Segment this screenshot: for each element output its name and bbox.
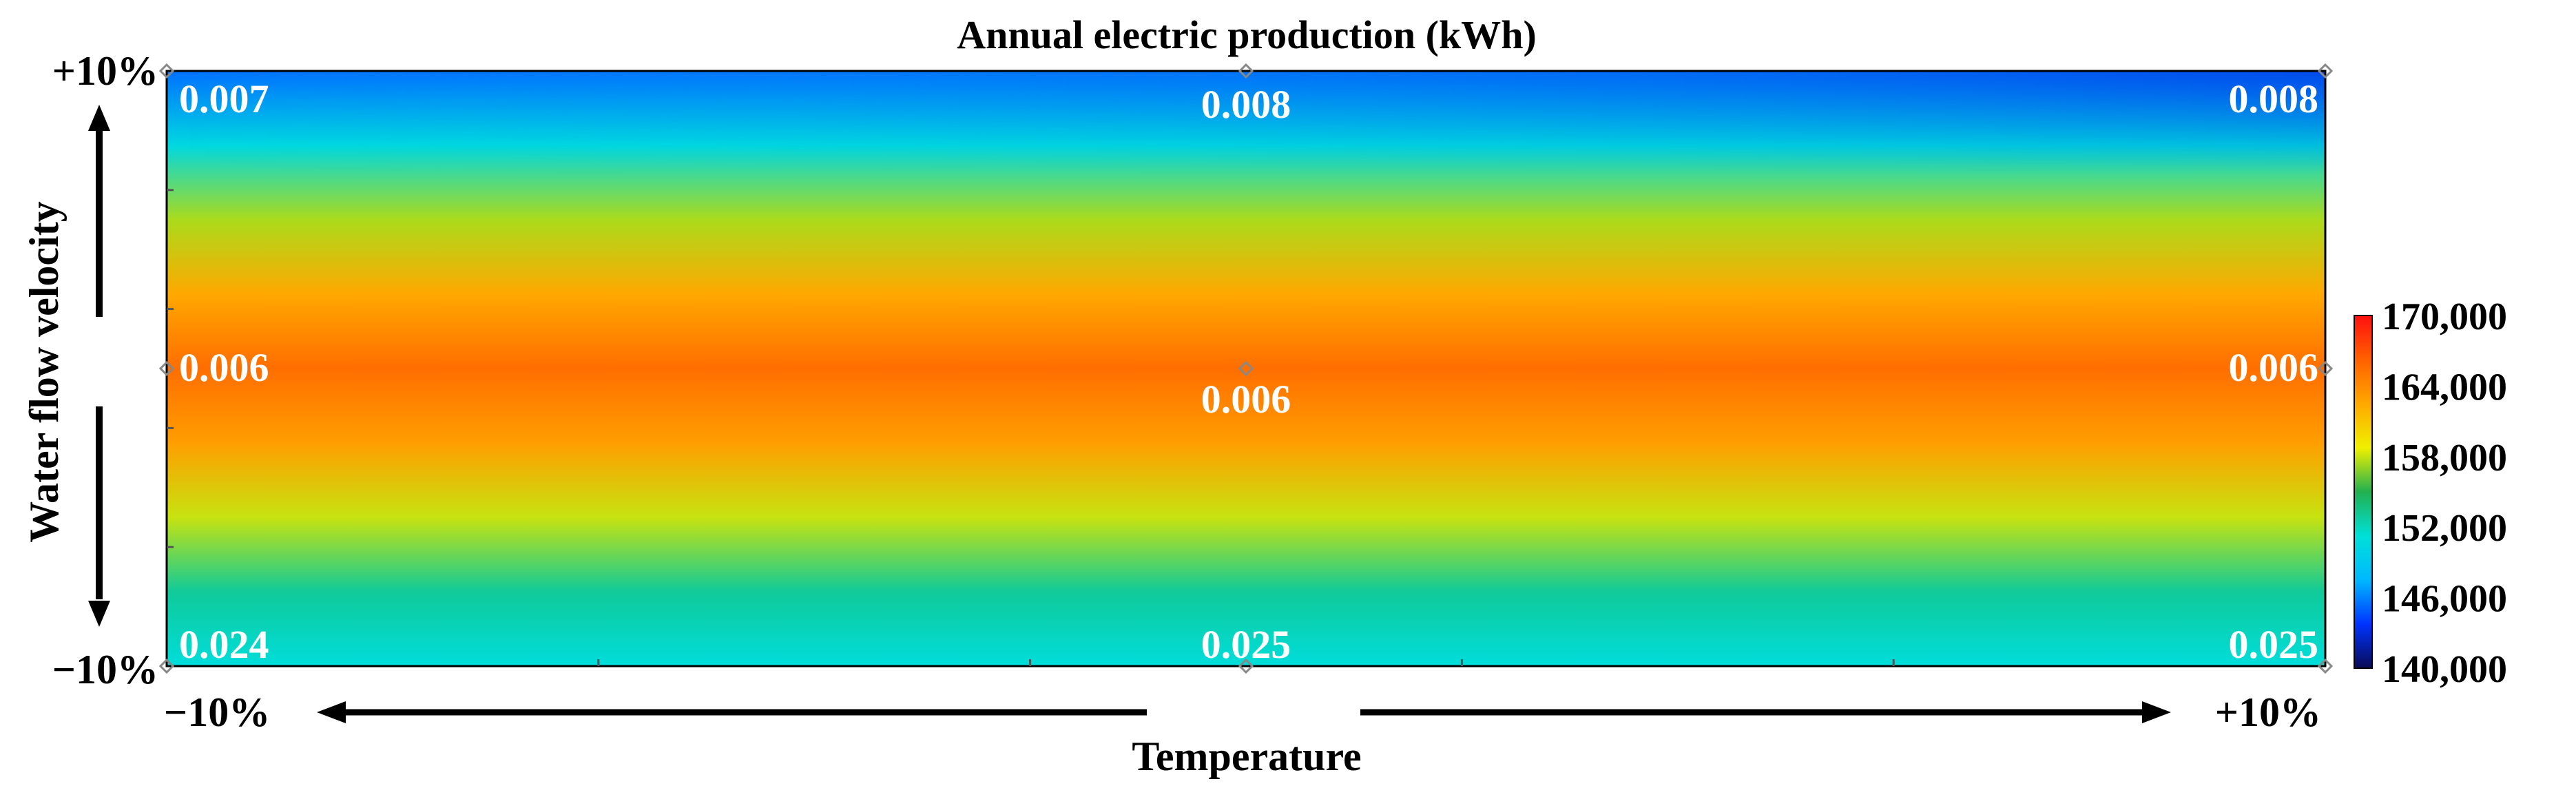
y-axis-label: Water flow velocity <box>21 201 67 542</box>
data-point-marker <box>2317 63 2334 79</box>
data-label: 0.025 <box>1201 622 1291 667</box>
x-axis: −10% +10% Temperature <box>164 690 2321 779</box>
data-label: 0.025 <box>2229 622 2319 667</box>
y-tick-top: +10% <box>52 48 158 94</box>
colorbar-tick-label: 164,000 <box>2382 366 2507 408</box>
data-label: 0.006 <box>179 345 269 390</box>
x-tick-left: −10% <box>164 690 270 735</box>
data-point-marker <box>2317 658 2334 674</box>
data-label: 0.008 <box>2229 76 2319 121</box>
x-axis-label: Temperature <box>1132 734 1361 779</box>
y-axis-arrow-up <box>88 105 110 317</box>
data-point-marker <box>1238 658 1254 674</box>
colorbar-tick-label: 170,000 <box>2382 296 2507 338</box>
data-point-marker <box>2317 360 2334 377</box>
y-tick-bottom: −10% <box>52 647 158 692</box>
colorbar-gradient <box>2354 315 2373 669</box>
colorbar-tick-label: 152,000 <box>2382 507 2507 550</box>
colorbar-ticks: 170,000 164,000 158,000 152,000 146,000 140,0… <box>2382 296 2507 691</box>
data-label: 0.024 <box>179 622 269 667</box>
data-label: 0.006 <box>1201 377 1291 422</box>
colorbar-tick-label: 158,000 <box>2382 437 2507 479</box>
x-axis-arrow-left <box>317 701 1147 723</box>
plot-frame <box>165 70 2327 667</box>
data-point-marker <box>158 63 175 79</box>
data-point-marker <box>158 658 175 674</box>
data-label: 0.006 <box>2229 345 2319 390</box>
colorbar: 170,000 164,000 158,000 152,000 146,000 140,0… <box>2354 296 2507 691</box>
x-minor-ticks <box>597 659 1895 666</box>
colorbar-tick-label: 146,000 <box>2382 578 2507 621</box>
data-label: 0.007 <box>179 76 269 121</box>
colorbar-tick-label: 140,000 <box>2382 648 2507 691</box>
x-tick-right: +10% <box>2215 690 2321 735</box>
data-point-marker <box>1238 63 1254 79</box>
plot-area: 0.007 0.008 0.008 0.006 0.006 0.006 0.024 0.025… <box>158 63 2334 674</box>
data-point-marker <box>158 360 175 377</box>
heatmap-top-tilt <box>167 71 2325 174</box>
data-labels: 0.007 0.008 0.008 0.006 0.006 0.006 0.024 0.025… <box>179 76 2318 667</box>
y-axis-arrow-down <box>88 406 110 627</box>
x-axis-arrow-right <box>1360 701 2171 723</box>
chart-title: Annual electric production (kWh) <box>957 12 1537 57</box>
y-minor-ticks <box>167 189 174 548</box>
y-axis: +10% −10% Water flow velocity <box>21 48 158 692</box>
data-point-marker <box>1238 360 1254 377</box>
data-label: 0.008 <box>1201 82 1291 127</box>
point-markers <box>158 63 2334 674</box>
